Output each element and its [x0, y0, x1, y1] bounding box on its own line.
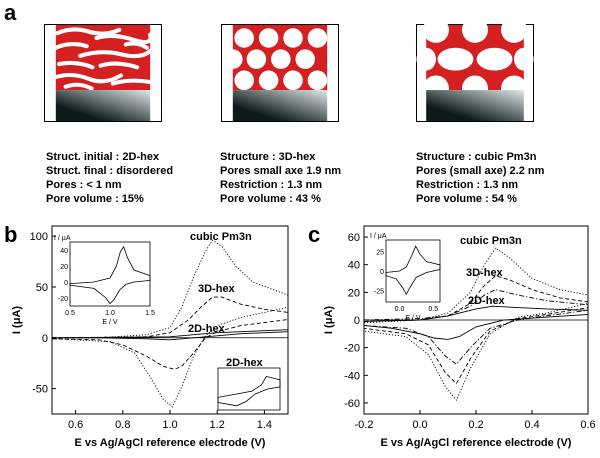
x-tick-label: -0.2	[355, 419, 374, 431]
inset-frame	[385, 239, 441, 303]
inset-x-tick-label: 1.5	[145, 310, 155, 317]
inset-y-tick-label: 40	[60, 248, 68, 255]
caption-line: Pore volume : 43 %	[220, 193, 321, 205]
y-tick-label: 50	[36, 282, 48, 294]
caption-line: Structure : 3D-hex	[220, 151, 316, 163]
structure-caption-1: Struct. initial : 2D-hex Struct. final :…	[46, 150, 173, 206]
inset-y-tick-label: 0	[380, 269, 384, 276]
x-tick-label: 0.6	[68, 419, 83, 431]
x-tick-label: 0.2	[468, 419, 483, 431]
series-annotation: cubic Pm3n	[190, 231, 252, 243]
inset-y-tick-label: 20	[60, 264, 68, 271]
y-tick-label: 60	[348, 232, 360, 244]
inset-cv-line	[385, 245, 441, 296]
caption-line: Pore volume : 54 %	[416, 193, 517, 205]
caption-line: Pores : < 1 nm	[46, 179, 122, 191]
y-axis-label: I (μA)	[11, 306, 23, 334]
y-tick-label: -50	[32, 384, 48, 396]
series-annotation: 3D-hex	[198, 283, 236, 295]
inset-frame	[69, 241, 151, 307]
inset-x-tick-label: 1.0	[105, 310, 115, 317]
inset-cv-line	[69, 245, 151, 305]
cv-chart-c: -0.2 0.0 0.2 0.4 0.6 -60 -40 -20 0 20 40 60 E vs Ag/…	[323, 225, 596, 449]
series-annotation: 2D-hex	[468, 295, 506, 307]
y-tick-label: 100	[30, 231, 48, 243]
series-annotation: 2D-hex	[188, 323, 226, 335]
caption-line: Restriction : 1.3 nm	[220, 179, 323, 191]
x-tick-label: 1.0	[162, 419, 177, 431]
inset-cv-line	[217, 375, 281, 407]
inset-y-label: I / μA	[54, 235, 71, 242]
x-tick-label: 0.8	[115, 419, 130, 431]
series-line	[51, 329, 289, 341]
panel-label-b: b	[4, 222, 18, 247]
x-tick-label: 0.6	[580, 419, 595, 431]
x-axis-label: E vs Ag/AgCl reference electrode (V)	[75, 437, 266, 449]
series-line	[363, 305, 589, 340]
film-thumbnail-disordered	[44, 24, 162, 122]
y-tick-label: 40	[348, 260, 360, 272]
y-tick-label: -20	[344, 343, 360, 355]
caption-line: Struct. initial : 2D-hex	[46, 151, 160, 163]
series-annotation: 2D-hex	[226, 357, 264, 369]
x-tick-label: 1.4	[257, 419, 272, 431]
inset-y-label: I / μA	[370, 233, 387, 240]
panel-label-a: a	[4, 0, 17, 25]
x-tick-label: 1.2	[210, 419, 225, 431]
caption-line: Struct. final : disordered	[46, 165, 174, 177]
series-annotation: cubic Pm3n	[460, 235, 522, 247]
series-line	[363, 247, 589, 402]
y-tick-label: 20	[348, 287, 360, 299]
caption-line: Pore volume : 15%	[46, 193, 144, 205]
inset-x-label: E / V	[102, 319, 118, 326]
film-thumbnail-3d-hex	[221, 24, 339, 122]
caption-line: Pores (small axe) 2.2 nm	[416, 165, 545, 177]
caption-line: Restriction : 1.3 nm	[416, 179, 519, 191]
structure-caption-2: Structure : 3D-hex Pores small axe 1.9 n…	[220, 150, 341, 206]
cv-chart-b: 0.6 0.8 1.0 1.2 1.4 -50 0 50 100 E vs Ag/AgCl ref…	[11, 225, 289, 449]
x-tick-label: 0.0	[412, 419, 427, 431]
series-line	[51, 239, 289, 408]
y-axis-label: I (μA)	[323, 306, 335, 334]
series-annotation: 3D-hex	[466, 267, 504, 279]
y-tick-label: -60	[344, 398, 360, 410]
inset-y-tick-label: 0	[64, 280, 68, 287]
film-thumbnail-cubic	[416, 16, 534, 122]
inset-y-tick-label: -20	[58, 296, 68, 303]
x-tick-label: 0.4	[524, 419, 539, 431]
inset-y-tick-label: 25	[376, 250, 384, 257]
caption-line: Structure : cubic Pm3n	[416, 151, 537, 163]
inset-y-tick-label: -25	[374, 288, 384, 295]
series-line	[363, 289, 589, 365]
x-axis-label: E vs Ag/AgCl reference electrode (V)	[381, 437, 572, 449]
inset-x-label: E / V	[405, 315, 421, 322]
inset-x-tick-label: 0.0	[395, 306, 405, 313]
inset-x-tick-label: 0.5	[65, 310, 75, 317]
series-line	[51, 296, 289, 370]
structure-caption-3: Structure : cubic Pm3n Pores (small axe)…	[416, 150, 544, 206]
inset-x-tick-label: 0.5	[428, 306, 438, 313]
y-tick-label: 0	[354, 315, 360, 327]
y-tick-label: 0	[42, 333, 48, 345]
panel-label-c: c	[308, 222, 321, 247]
y-tick-label: -40	[344, 370, 360, 382]
caption-line: Pores small axe 1.9 nm	[220, 165, 342, 177]
